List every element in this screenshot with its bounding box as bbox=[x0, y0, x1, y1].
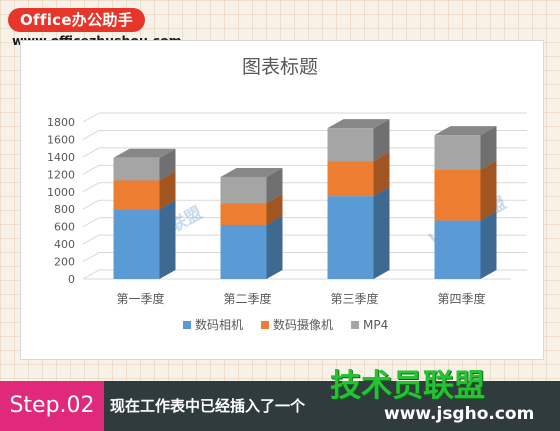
bar-segment bbox=[434, 169, 481, 221]
legend-swatch bbox=[351, 321, 360, 329]
y-tick-label: 800 bbox=[54, 203, 75, 216]
bar-side bbox=[266, 215, 283, 279]
bar-side bbox=[159, 171, 176, 210]
gridline-side bbox=[82, 164, 100, 175]
y-tick-label: 1200 bbox=[47, 168, 75, 181]
legend-swatch bbox=[183, 321, 191, 329]
y-tick-label: 200 bbox=[54, 256, 75, 269]
gridline-side bbox=[82, 130, 100, 140]
gridline-side bbox=[82, 199, 100, 210]
bar-side bbox=[159, 200, 176, 279]
bars-layer bbox=[113, 119, 497, 279]
y-tick-label: 1600 bbox=[47, 133, 75, 146]
bar-side bbox=[159, 148, 176, 181]
legend-swatch bbox=[261, 321, 270, 329]
site-logo: 技术员联盟 bbox=[330, 368, 485, 404]
bar-top bbox=[327, 119, 390, 129]
bar-segment bbox=[220, 224, 267, 279]
legend-layer: 数码相机 数码摄像机 MP4 bbox=[183, 317, 388, 332]
bar-segment bbox=[220, 176, 267, 204]
legend-label: 数码相机 bbox=[195, 317, 243, 332]
bar-segment bbox=[113, 157, 160, 181]
bar-side bbox=[480, 160, 497, 221]
bar-side bbox=[480, 126, 497, 170]
y-tick-label: 400 bbox=[54, 238, 75, 251]
bar-side bbox=[480, 211, 497, 279]
bar-segment bbox=[113, 180, 160, 210]
axis-layer: 0 200 400 600 800 1000 1200 1400 1600 1800 第一季度 第二季… bbox=[47, 116, 486, 306]
gridline-side bbox=[82, 147, 100, 158]
gridline-side bbox=[82, 112, 100, 123]
bar-segment bbox=[434, 135, 481, 170]
x-tick-label: 第三季度 bbox=[330, 291, 378, 306]
bar-side bbox=[266, 194, 283, 225]
gridline-side bbox=[82, 182, 100, 193]
y-tick-label: 1000 bbox=[47, 186, 75, 199]
bar-top bbox=[434, 126, 497, 136]
bar-segment bbox=[113, 209, 160, 279]
chart-svg: 图表标题 Word联盟Word联盟 0200400600800100012001… bbox=[47, 56, 527, 332]
bar-segment bbox=[220, 203, 267, 225]
step-badge: Step.02 bbox=[0, 381, 104, 431]
bar-segment bbox=[327, 196, 374, 279]
bar-segment bbox=[434, 220, 481, 279]
step-caption: 现在工作表中已经插入了一个 bbox=[110, 397, 306, 415]
gridline-side bbox=[82, 217, 100, 228]
bar-side bbox=[373, 119, 390, 162]
site-url: www.jsgho.com bbox=[384, 404, 535, 424]
gridline-side bbox=[82, 234, 100, 245]
brand-badge: Office办公助手 bbox=[8, 8, 146, 32]
bar-side bbox=[373, 187, 390, 279]
y-tick-label: 600 bbox=[54, 221, 75, 234]
y-tick-label: 0 bbox=[68, 273, 75, 286]
x-tick-label: 第四季度 bbox=[437, 291, 485, 306]
legend-label: 数码摄像机 bbox=[273, 317, 333, 332]
chart-panel[interactable]: 图表标题 Word联盟Word联盟 0200400600800100012001… bbox=[20, 40, 544, 360]
bar-segment bbox=[327, 128, 374, 162]
gridline-side bbox=[82, 269, 100, 280]
bar-segment bbox=[327, 161, 374, 197]
chart-title: 图表标题 bbox=[242, 56, 318, 78]
x-tick-label: 第二季度 bbox=[223, 291, 271, 306]
y-tick-label: 1800 bbox=[47, 116, 75, 129]
gridline-side bbox=[82, 252, 100, 262]
bar-top bbox=[113, 148, 176, 158]
x-tick-label: 第一季度 bbox=[116, 291, 164, 306]
bar-top bbox=[220, 167, 283, 177]
bar-side bbox=[373, 152, 390, 197]
y-tick-label: 1400 bbox=[47, 151, 75, 164]
bar-side bbox=[266, 167, 283, 204]
legend-label: MP4 bbox=[363, 318, 388, 332]
